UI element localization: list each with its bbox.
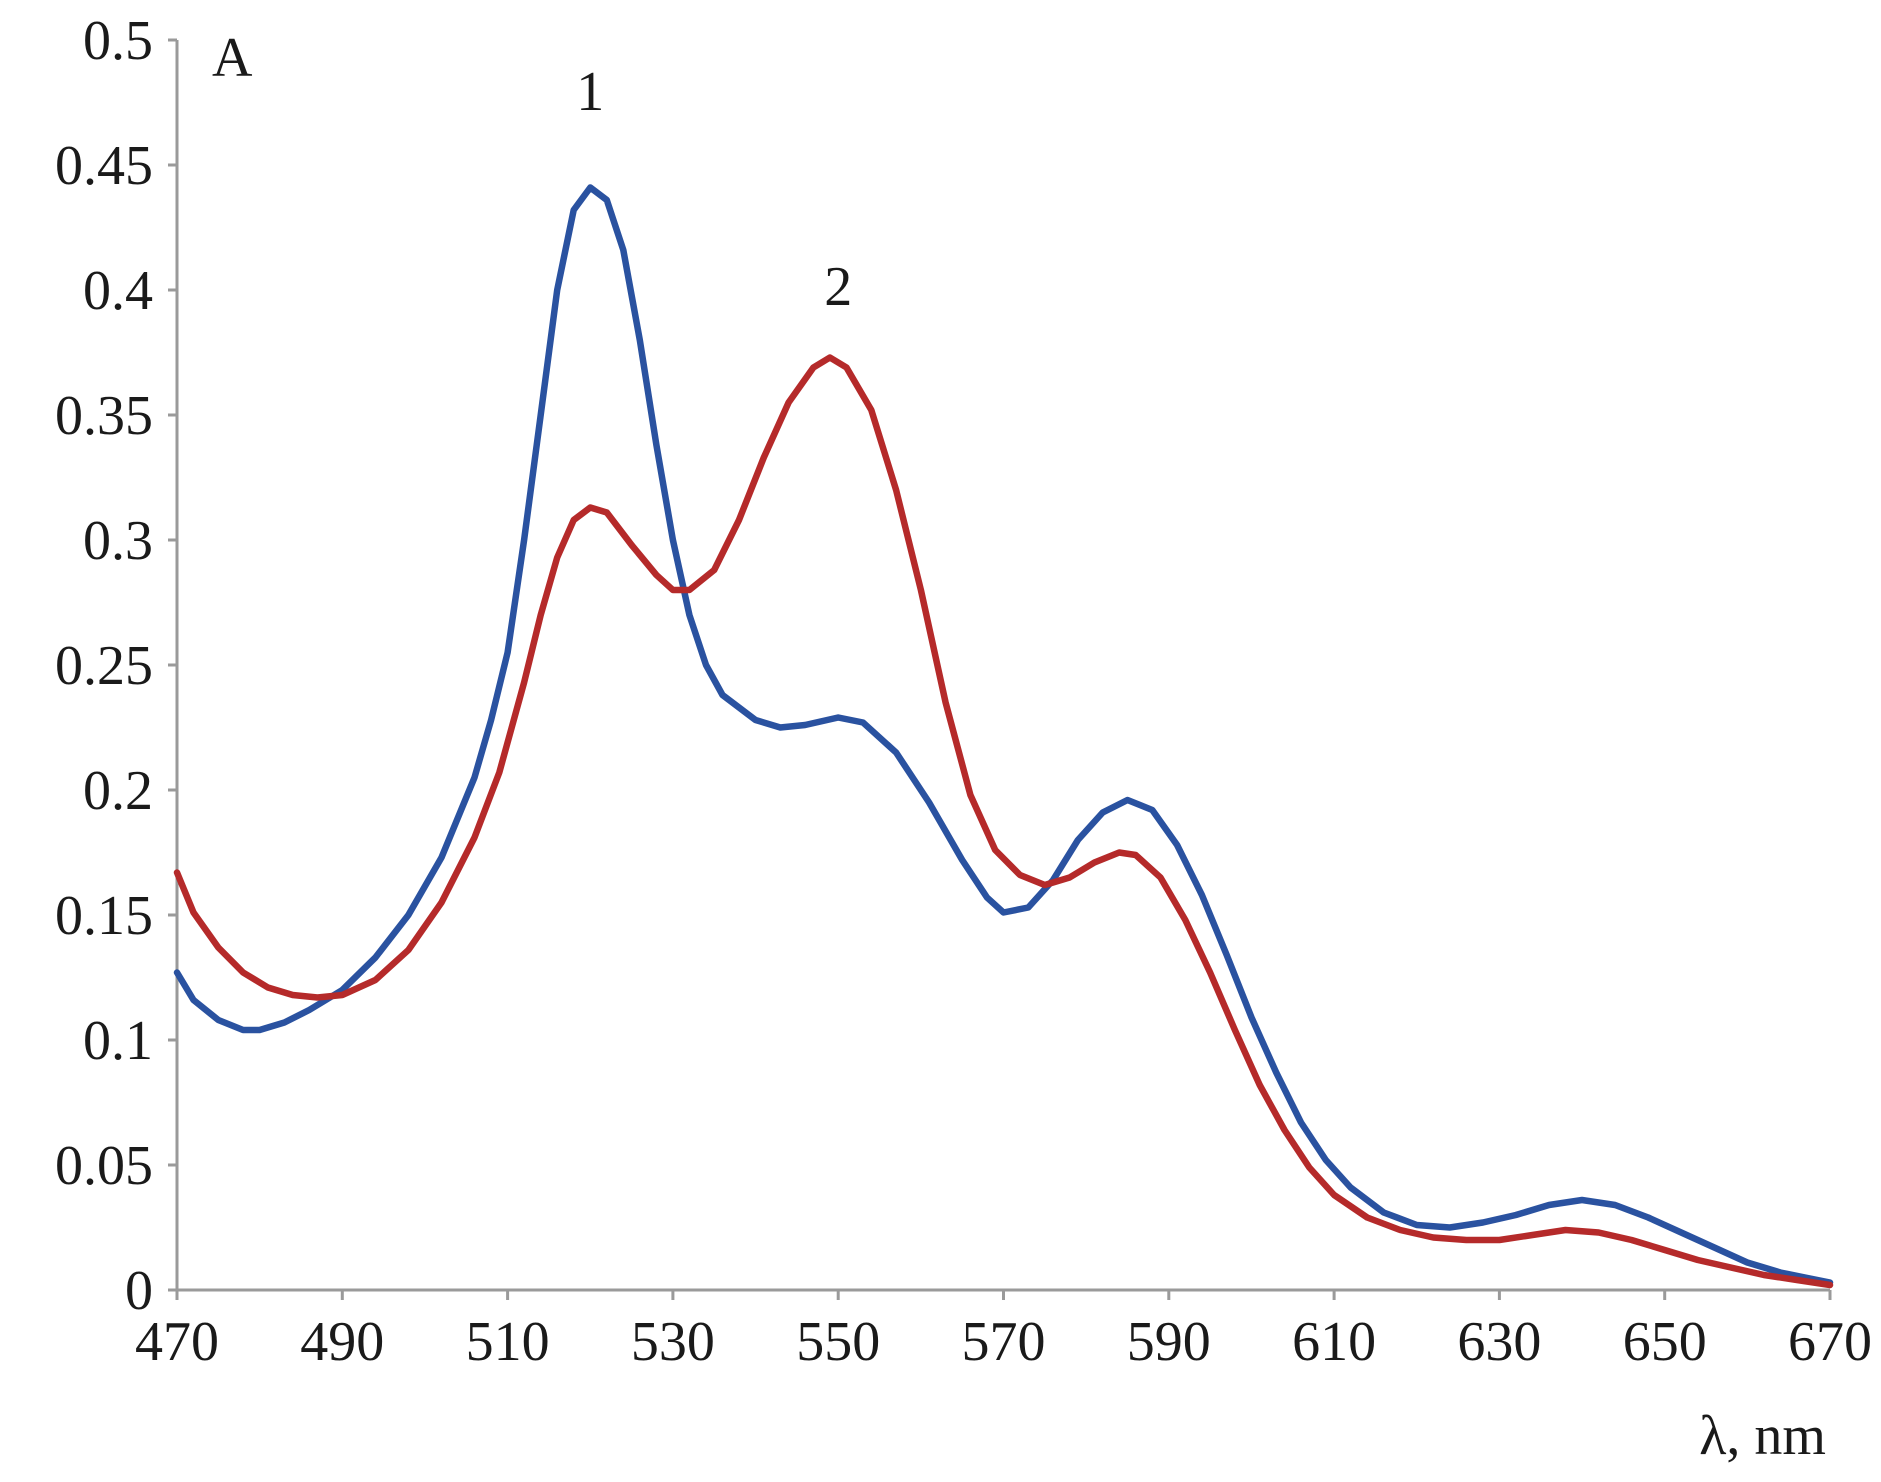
- y-tick-label: 0.35: [55, 385, 153, 447]
- y-tick-label: 0.3: [83, 510, 153, 572]
- series-1-line: [173, 184, 1834, 1286]
- plot-area: 12: [173, 61, 1834, 1289]
- y-tick-label: 0.1: [83, 1010, 153, 1072]
- x-tick-label: 570: [962, 1311, 1046, 1373]
- x-tick-label: 530: [631, 1311, 715, 1373]
- x-tick-label: 550: [796, 1311, 880, 1373]
- x-tick-label: 470: [135, 1311, 219, 1373]
- y-tick-label: 0.5: [83, 10, 153, 72]
- y-tick-label: 0.25: [55, 635, 153, 697]
- y-tick-label: 0.05: [55, 1135, 153, 1197]
- y-tick-label: 0.4: [83, 260, 153, 322]
- axes: 0 0.05 0.1 0.15 0.2 0.25 0.3 0.35 0.4 0.45 0.5 470 4…: [55, 10, 1872, 1373]
- x-tick-label: 610: [1292, 1311, 1376, 1373]
- x-tick-label: 670: [1788, 1311, 1872, 1373]
- y-axis-title: A: [212, 27, 253, 89]
- series-2-label: 2: [824, 256, 852, 318]
- x-tick-label: 490: [300, 1311, 384, 1373]
- x-tick-label: 510: [466, 1311, 550, 1373]
- x-tick-label: 590: [1127, 1311, 1211, 1373]
- y-tick-label: 0.45: [55, 135, 153, 197]
- y-tick-label: 0.2: [83, 760, 153, 822]
- x-tick-label: 650: [1623, 1311, 1707, 1373]
- series-2-line: [173, 354, 1834, 1289]
- x-tick-label: 630: [1457, 1311, 1541, 1373]
- series-1-label: 1: [576, 61, 604, 123]
- y-tick-label: 0: [125, 1260, 153, 1322]
- x-axis-title: λ, nm: [1699, 1405, 1826, 1467]
- y-tick-label: 0.15: [55, 885, 153, 947]
